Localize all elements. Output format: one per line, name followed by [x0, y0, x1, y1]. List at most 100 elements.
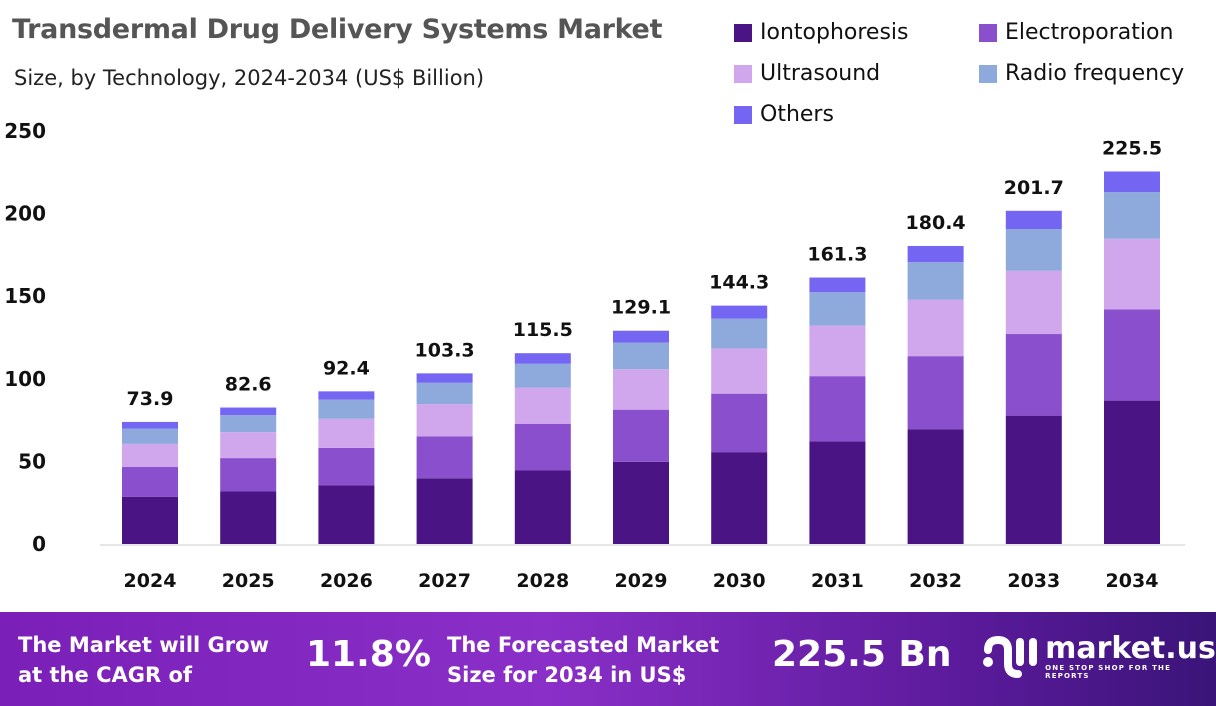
bar-segment-ultrasound [220, 432, 277, 459]
bar-segment-electroporation [416, 436, 473, 479]
bar-segment-iontophoresis [1005, 415, 1062, 544]
x-tick-label: 2032 [909, 570, 962, 592]
bar-segment-radio-frequency [907, 262, 964, 300]
legend-swatch [979, 23, 997, 42]
bar-segment-radio-frequency [711, 318, 768, 349]
bar-segment-electroporation [907, 356, 964, 430]
cagr-label: The Market will Grow at the CAGR of [18, 633, 269, 687]
bar-segment-others [809, 277, 866, 293]
bar-segment-ultrasound [809, 325, 866, 377]
bar-segment-others [1104, 171, 1160, 193]
bar-segment-others [711, 305, 768, 319]
bar-segment-ultrasound [1005, 270, 1062, 335]
legend-item: Ultrasound [734, 61, 880, 86]
bar-segment-ultrasound [613, 369, 669, 410]
stacked-bar-chart: 0 50 100 150 200 250 73.9 2024 82.6 2025 92.4 2026 1… [4, 119, 1185, 592]
bar-segment-ultrasound [416, 404, 473, 437]
bar-segment-iontophoresis [318, 485, 375, 544]
x-tick-label: 2034 [1106, 570, 1159, 592]
bar-segment-electroporation [711, 393, 768, 453]
bar-segment-ultrasound [122, 443, 178, 468]
legend-swatch [734, 23, 752, 42]
bar-segment-ultrasound [907, 299, 964, 357]
legend-swatch [734, 64, 752, 83]
bar-segment-iontophoresis [122, 496, 178, 544]
bar-segment-radio-frequency [416, 382, 473, 405]
bar-segment-others [907, 245, 964, 263]
bar-segment-electroporation [514, 423, 571, 471]
x-tick-label: 2033 [1007, 570, 1060, 592]
logo-icon [983, 635, 1037, 678]
x-tick-label: 2026 [320, 570, 373, 592]
bar-segment-radio-frequency [514, 363, 571, 388]
logo-tagline: ONE STOP SHOP FOR THE REPORTS [1045, 664, 1172, 680]
bar-segment-iontophoresis [711, 452, 768, 544]
bar-segment-electroporation [122, 467, 178, 497]
chart-subtitle: Size, by Technology, 2024-2034 (US$ Bill… [14, 66, 485, 90]
bar-segment-ultrasound [514, 387, 571, 424]
bar-segment-radio-frequency [613, 342, 669, 370]
forecast-value: 225.5 Bn [772, 634, 952, 675]
bar-segment-electroporation [1005, 334, 1062, 416]
bar-segment-radio-frequency [122, 428, 178, 444]
legend-item: Others [734, 102, 834, 127]
bar-segment-others [220, 407, 277, 416]
bar-segment-others [1005, 210, 1062, 230]
total-label: 129.1 [611, 297, 671, 319]
legend-label: Radio frequency [1005, 61, 1185, 86]
x-tick-label: 2024 [124, 570, 177, 592]
total-label: 92.4 [323, 357, 370, 379]
total-label: 73.9 [127, 388, 174, 410]
bar-segment-others [514, 353, 571, 364]
bar-segment-electroporation [318, 447, 375, 486]
bar-segment-radio-frequency [318, 399, 375, 419]
bar-segment-iontophoresis [514, 470, 571, 544]
total-label: 115.5 [513, 319, 573, 341]
bar-segment-others [613, 330, 669, 343]
legend-swatch [734, 105, 752, 124]
total-label: 225.5 [1102, 137, 1162, 159]
x-tick-label: 2031 [811, 570, 864, 592]
bar-segment-radio-frequency [809, 292, 866, 326]
total-label: 161.3 [807, 244, 867, 266]
total-label: 201.7 [1004, 177, 1064, 199]
x-tick-label: 2030 [713, 570, 766, 592]
y-tick-label: 0 [32, 532, 46, 556]
bar-segment-iontophoresis [1104, 400, 1160, 544]
bar-segment-ultrasound [318, 418, 375, 448]
legend-label: Electroporation [1005, 20, 1174, 45]
bar-segment-electroporation [613, 409, 669, 462]
legend-label: Iontophoresis [760, 20, 909, 45]
bar-segment-iontophoresis [416, 478, 473, 544]
bar-segment-ultrasound [1104, 238, 1160, 310]
bar-segment-iontophoresis [613, 461, 669, 544]
bar-segment-iontophoresis [220, 491, 277, 544]
legend-item: Radio frequency [979, 61, 1184, 86]
total-label: 180.4 [906, 212, 966, 234]
forecast-label: The Forecasted Market Size for 2034 in U… [447, 633, 720, 687]
footer-banner: The Market will Grow at the CAGR of 11.8… [0, 612, 1216, 706]
cagr-value: 11.8% [306, 634, 431, 675]
bar-segment-iontophoresis [809, 441, 866, 544]
bar-segment-electroporation [809, 376, 866, 442]
chart-title: Transdermal Drug Delivery Systems Market [12, 14, 663, 45]
legend-label: Others [760, 102, 834, 127]
x-tick-label: 2029 [615, 570, 668, 592]
bar-segment-electroporation [220, 458, 277, 492]
legend-swatch [979, 64, 997, 83]
logo-text: market.us [1045, 631, 1216, 666]
bar-segment-radio-frequency [1005, 229, 1062, 271]
x-tick-label: 2027 [418, 570, 471, 592]
y-tick-label: 200 [4, 202, 46, 226]
bar-segment-ultrasound [711, 348, 768, 394]
x-tick-label: 2025 [222, 570, 275, 592]
legend-item: Electroporation [979, 20, 1173, 45]
bar-segment-others [122, 421, 178, 429]
x-tick-label: 2028 [516, 570, 569, 592]
bar-segment-electroporation [1104, 309, 1160, 401]
y-tick-label: 50 [18, 449, 46, 473]
bar-segment-others [318, 391, 375, 400]
y-tick-label: 100 [4, 367, 46, 391]
bar-segment-radio-frequency [1104, 192, 1160, 239]
total-label: 82.6 [225, 374, 272, 396]
